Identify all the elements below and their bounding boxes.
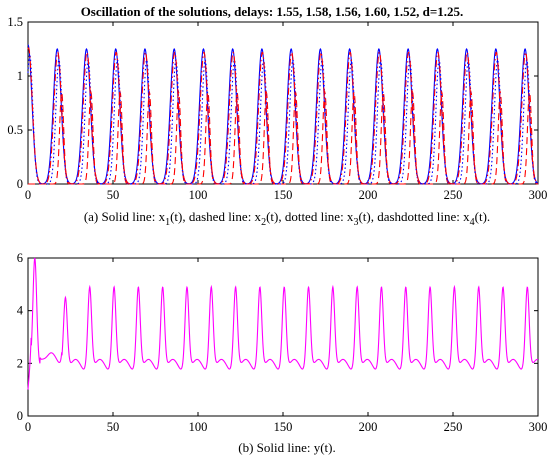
panel-b-ytick-label: 0 xyxy=(17,409,23,423)
caption-a: (a) Solid line: x1(t), dashed line: x2(t… xyxy=(84,209,490,228)
panel-b-xtick-label: 200 xyxy=(359,420,378,434)
panel-a-xtick-label: 150 xyxy=(274,188,293,202)
panel-a-xtick-label: 50 xyxy=(107,188,120,202)
panel-a-ytick-label: 0 xyxy=(17,177,23,191)
panel-b-xtick-label: 300 xyxy=(529,420,548,434)
panel-a-xtick-label: 0 xyxy=(25,188,31,202)
panel-b-series-y xyxy=(27,257,539,390)
panel-b-ytick-label: 4 xyxy=(17,304,24,318)
panel-a-series-solid xyxy=(27,44,539,185)
panel-a-xtick-label: 300 xyxy=(529,188,548,202)
panel-a-axes-box xyxy=(27,21,539,185)
panel-b-xtick-label: 250 xyxy=(444,420,463,434)
panel-a-xtick-label: 250 xyxy=(444,188,463,202)
panel-a-ytick-label: 1.5 xyxy=(7,15,23,29)
panel-b-axes-box xyxy=(27,257,539,417)
panel-b-xtick-label: 0 xyxy=(25,420,31,434)
caption-b: (b) Solid line: y(t). xyxy=(238,440,336,455)
panel-b-ytick-label: 2 xyxy=(17,356,23,370)
panel-b-ytick-label: 6 xyxy=(17,251,23,265)
figure-title: Oscillation of the solutions, delays: 1.… xyxy=(81,4,464,19)
panel-a-xtick-label: 200 xyxy=(359,188,378,202)
panel-a-xtick-label: 100 xyxy=(189,188,208,202)
panel-a-series-dashed xyxy=(28,90,539,185)
panel-b: 0 50 100 150 200 250 300 0 2 4 6 xyxy=(17,251,548,434)
panel-a-ytick-label: 1 xyxy=(17,69,23,83)
panel-b-xtick-label: 150 xyxy=(274,420,293,434)
panel-b-xtick-label: 100 xyxy=(189,420,208,434)
panel-a-ytick-label: 0.5 xyxy=(7,123,23,137)
panel-a: 0 50 100 150 200 250 300 0 0.5 1 1.5 xyxy=(7,15,547,202)
panel-b-xtick-label: 50 xyxy=(107,420,120,434)
panel-a-series-dashdot xyxy=(27,47,539,185)
